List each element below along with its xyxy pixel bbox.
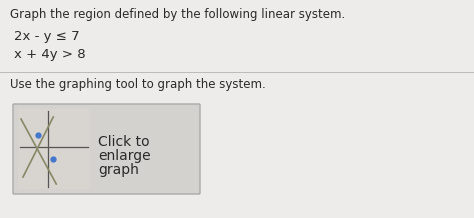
- Text: enlarge: enlarge: [98, 149, 151, 163]
- Text: graph: graph: [98, 163, 139, 177]
- Text: Click to: Click to: [98, 135, 150, 149]
- Text: Use the graphing tool to graph the system.: Use the graphing tool to graph the syste…: [10, 78, 266, 91]
- Text: Graph the region defined by the following linear system.: Graph the region defined by the followin…: [10, 8, 345, 21]
- Bar: [18, 109, 90, 189]
- Text: x + 4y > 8: x + 4y > 8: [14, 48, 86, 61]
- Text: 2x - y ≤ 7: 2x - y ≤ 7: [14, 30, 80, 43]
- FancyBboxPatch shape: [13, 104, 200, 194]
